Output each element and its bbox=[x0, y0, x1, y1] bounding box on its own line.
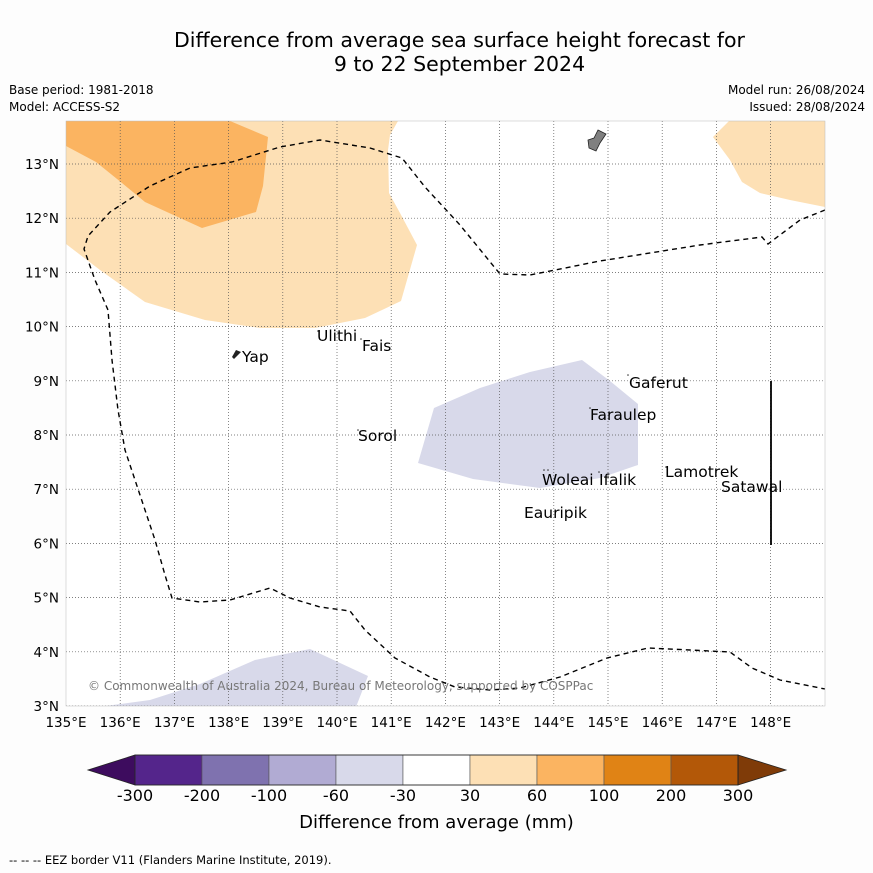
gaferut-dot bbox=[627, 374, 629, 376]
title-line-1: Difference from average sea surface heig… bbox=[174, 28, 745, 52]
sorol-dot bbox=[357, 429, 359, 431]
colorbar-segment bbox=[536, 754, 605, 786]
longitude-label: 147°E bbox=[696, 715, 737, 731]
longitude-label: 143°E bbox=[479, 715, 520, 731]
colorbar-segment bbox=[402, 754, 471, 786]
latitude-label: 5°N bbox=[34, 591, 59, 607]
colorbar-tick-label: -60 bbox=[322, 786, 350, 805]
colorbar-tick-label: -30 bbox=[389, 786, 417, 805]
place-label-satawal: Satawal bbox=[721, 478, 782, 496]
longitude-label: 146°E bbox=[642, 715, 683, 731]
ifalik-dot bbox=[598, 471, 600, 473]
latitude-label: 4°N bbox=[34, 645, 59, 661]
island-dots bbox=[317, 330, 667, 473]
anomaly-negative-30-60-region bbox=[418, 360, 638, 488]
lamotrek-dot bbox=[665, 466, 667, 468]
longitude-label: 145°E bbox=[587, 715, 628, 731]
colorbar-tick-label: 100 bbox=[588, 786, 620, 805]
longitude-label: 137°E bbox=[154, 715, 195, 731]
colorbar-segment bbox=[268, 754, 337, 786]
longitude-label: 139°E bbox=[262, 715, 303, 731]
anomaly-negative-30-60-region-south bbox=[105, 649, 368, 706]
colorbar-tick-label: 300 bbox=[722, 786, 754, 805]
latitude-label: 7°N bbox=[34, 482, 59, 498]
longitude-label: 138°E bbox=[208, 715, 249, 731]
longitude-label: 144°E bbox=[533, 715, 574, 731]
anomaly-positive-60-100-region bbox=[66, 121, 268, 228]
place-label-ulithi: Ulithi bbox=[317, 327, 357, 345]
latitude-label: 12°N bbox=[25, 211, 59, 227]
place-label-eauripik: Eauripik bbox=[524, 504, 587, 522]
colorbar-segment bbox=[670, 754, 739, 786]
colorbar-extend-high bbox=[737, 754, 788, 786]
place-labels: Yap Ulithi Fais Sorol Woleai Ifalik Eaur… bbox=[241, 327, 782, 522]
map-area: Yap Ulithi Fais Sorol Woleai Ifalik Eaur… bbox=[66, 121, 825, 706]
place-label-yap: Yap bbox=[241, 348, 269, 366]
longitude-label: 141°E bbox=[371, 715, 412, 731]
colorbar-tick-label: -300 bbox=[116, 786, 154, 805]
colorbar-segment bbox=[335, 754, 404, 786]
place-label-woleai: Woleai bbox=[542, 471, 594, 489]
place-label-lamotrek: Lamotrek bbox=[665, 463, 738, 481]
colorbar-tick-label: -200 bbox=[183, 786, 221, 805]
map-frame bbox=[65, 120, 826, 707]
meta-left: Base period: 1981-2018 Model: ACCESS-S2 bbox=[9, 82, 154, 116]
woleai-dot-2 bbox=[547, 469, 549, 471]
latitude-label: 10°N bbox=[25, 320, 59, 336]
model-text: Model: ACCESS-S2 bbox=[9, 100, 121, 114]
colorbar-tick-label: 30 bbox=[459, 786, 481, 805]
colorbar-outline bbox=[134, 754, 739, 786]
place-label-gaferut: Gaferut bbox=[629, 374, 688, 392]
place-label-fais: Fais bbox=[362, 337, 391, 355]
fais-dot bbox=[360, 338, 362, 340]
colorbar-extend-low bbox=[86, 754, 136, 786]
longitude-label: 148°E bbox=[750, 715, 791, 731]
grid-lines bbox=[66, 121, 825, 706]
latitude-label: 8°N bbox=[34, 428, 59, 444]
place-label-ifalik: Ifalik bbox=[599, 471, 636, 489]
longitude-label: 142°E bbox=[425, 715, 466, 731]
longitude-label: 136°E bbox=[100, 715, 141, 731]
longitude-labels: 135°E 136°E 137°E 138°E 139°E 140°E 141°E 142°E… bbox=[45, 715, 791, 731]
colorbar-title: Difference from average (mm) bbox=[299, 812, 574, 833]
colorbar-segment bbox=[134, 754, 203, 786]
meta-right: Model run: 26/08/2024 Issued: 28/08/2024 bbox=[728, 82, 865, 116]
colorbar-tick-label: 200 bbox=[655, 786, 687, 805]
eez-legend-text: -- -- -- EEZ border V11 (Flanders Marine… bbox=[9, 853, 332, 867]
latitude-label: 13°N bbox=[25, 157, 59, 173]
longitude-label: 135°E bbox=[45, 715, 86, 731]
guam-island-shape bbox=[587, 129, 607, 152]
colorbar-segment bbox=[603, 754, 672, 786]
latitude-label: 11°N bbox=[25, 265, 59, 281]
colorbar-segment bbox=[201, 754, 270, 786]
base-period-text: Base period: 1981-2018 bbox=[9, 83, 154, 97]
colorbar bbox=[86, 754, 788, 786]
place-label-faraulep: Faraulep bbox=[590, 406, 656, 424]
place-label-sorol: Sorol bbox=[358, 427, 397, 445]
model-run-text: Model run: 26/08/2024 bbox=[727, 83, 865, 97]
eez-border-line bbox=[83, 139, 825, 691]
ulithi-dot bbox=[317, 330, 319, 332]
copyright-text: © Commonwealth of Australia 2024, Bureau… bbox=[88, 679, 593, 693]
latitude-label: 3°N bbox=[34, 699, 59, 715]
title-line-2: 9 to 22 September 2024 bbox=[333, 52, 586, 76]
colorbar-segment bbox=[469, 754, 538, 786]
map-title: Difference from average sea surface heig… bbox=[0, 28, 873, 76]
longitude-label: 140°E bbox=[316, 715, 357, 731]
latitude-label: 6°N bbox=[34, 536, 59, 552]
latitude-labels: 13°N 12°N 11°N 10°N 9°N 8°N 7°N 6°N 5°N 4°N 3°N bbox=[25, 157, 59, 715]
colorbar-tick-label: -100 bbox=[250, 786, 288, 805]
faraulep-dot bbox=[589, 407, 591, 409]
colorbar-tick-label: 60 bbox=[526, 786, 548, 805]
latitude-label: 9°N bbox=[34, 374, 59, 390]
issued-text: Issued: 28/08/2024 bbox=[749, 100, 865, 114]
woleai-dot bbox=[543, 469, 545, 471]
yap-island-shape bbox=[232, 350, 241, 359]
